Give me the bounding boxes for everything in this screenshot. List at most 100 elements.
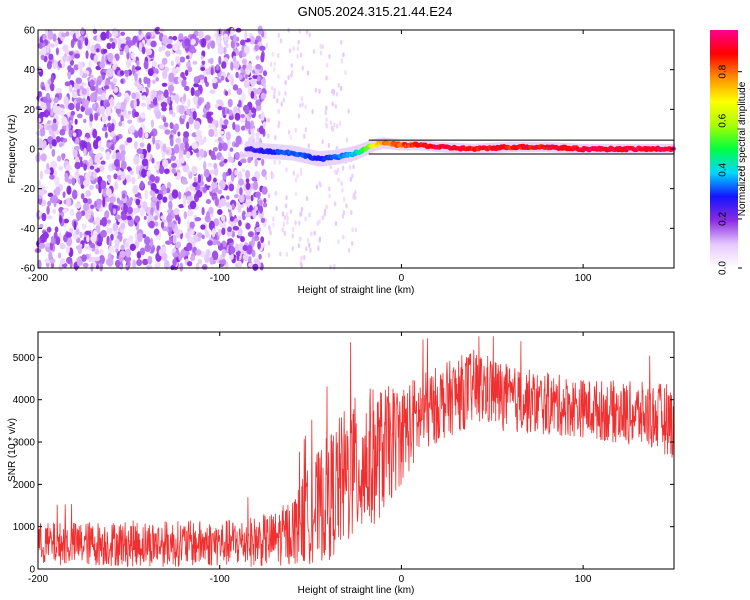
heatmap-cell bbox=[149, 237, 154, 248]
heatmap-cell bbox=[80, 27, 85, 35]
heatmap-cell bbox=[347, 247, 351, 253]
heatmap-cell bbox=[47, 136, 54, 143]
heatmap-cell bbox=[347, 108, 350, 114]
heatmap-cell bbox=[305, 29, 309, 35]
heatmap-cell bbox=[233, 218, 239, 223]
heatmap-cell bbox=[267, 240, 271, 246]
heatmap-cell bbox=[190, 38, 196, 45]
heatmap-cell bbox=[260, 111, 265, 122]
heatmap-cell bbox=[244, 120, 251, 130]
heatmap-cell bbox=[242, 104, 250, 113]
heatmap-cell bbox=[220, 215, 226, 222]
heatmap-cell bbox=[265, 42, 269, 48]
heatmap-cell bbox=[72, 147, 78, 158]
heatmap-cell bbox=[193, 176, 197, 184]
heatmap-cell bbox=[158, 46, 163, 53]
heatmap-cell bbox=[44, 243, 51, 248]
heatmap-cell bbox=[298, 103, 302, 109]
heatmap-cell bbox=[318, 219, 321, 225]
heatmap-cell bbox=[216, 99, 223, 105]
heatmap-cell bbox=[68, 128, 74, 138]
heatmap-cell bbox=[127, 206, 133, 215]
heatmap-cell bbox=[50, 258, 56, 264]
heatmap-cell bbox=[239, 39, 246, 46]
heatmap-cell bbox=[192, 60, 198, 65]
heatmap-cell bbox=[67, 71, 71, 80]
heatmap-cell bbox=[97, 140, 102, 149]
heatmap-cell bbox=[164, 129, 171, 135]
heatmap-cell bbox=[38, 211, 43, 217]
heatmap-cell bbox=[109, 37, 114, 42]
spectrogram-y-label: Frequency (Hz) bbox=[7, 115, 18, 184]
heatmap-cell bbox=[201, 234, 205, 240]
heatmap-cell bbox=[177, 191, 182, 200]
heatmap-cell bbox=[145, 264, 153, 270]
heatmap-cell bbox=[41, 212, 47, 222]
heatmap-cell bbox=[110, 233, 114, 241]
heatmap-cell bbox=[58, 263, 63, 272]
heatmap-cell bbox=[349, 176, 353, 182]
heatmap-cell bbox=[245, 182, 251, 190]
heatmap-cell bbox=[146, 35, 151, 40]
heatmap-cell bbox=[204, 76, 208, 84]
heatmap-cell bbox=[225, 131, 231, 141]
heatmap-cell bbox=[218, 130, 225, 135]
heatmap-cell bbox=[292, 170, 296, 176]
heatmap-cell bbox=[235, 243, 239, 252]
heatmap-cell bbox=[198, 156, 202, 161]
heatmap-cell bbox=[46, 124, 50, 131]
y-tick-label: -60 bbox=[21, 264, 36, 275]
heatmap-cell bbox=[192, 110, 197, 121]
heatmap-cell bbox=[195, 249, 202, 256]
heatmap-cell bbox=[161, 106, 167, 112]
heatmap-cell bbox=[207, 42, 211, 50]
heatmap-cell bbox=[267, 117, 270, 123]
heatmap-cell bbox=[183, 131, 190, 138]
heatmap-cell bbox=[240, 236, 245, 243]
heatmap-cell bbox=[46, 205, 50, 215]
heatmap-cell bbox=[197, 259, 203, 265]
heatmap-cell bbox=[114, 181, 119, 191]
heatmap-cell bbox=[169, 122, 174, 130]
heatmap-cell bbox=[94, 250, 100, 255]
heatmap-cell bbox=[71, 177, 76, 186]
heatmap-cell bbox=[114, 259, 121, 268]
heatmap-cell bbox=[179, 262, 184, 272]
heatmap-cell bbox=[227, 88, 232, 97]
heatmap-cell bbox=[169, 109, 174, 115]
heatmap-cell bbox=[76, 256, 82, 267]
colorbar-tick-label: 0.4 bbox=[718, 162, 729, 176]
heatmap-cell bbox=[271, 51, 274, 57]
heatmap-cell bbox=[134, 92, 141, 102]
heatmap-cell bbox=[204, 254, 210, 264]
heatmap-cell bbox=[350, 210, 353, 216]
heatmap-cell bbox=[175, 55, 181, 64]
heatmap-cell bbox=[99, 249, 104, 255]
heatmap-cell bbox=[131, 64, 135, 75]
heatmap-cell bbox=[157, 193, 163, 201]
heatmap-cell bbox=[79, 68, 84, 77]
heatmap-cell bbox=[228, 183, 235, 192]
heatmap-cell bbox=[83, 99, 90, 106]
heatmap-cell bbox=[222, 106, 226, 117]
heatmap-cell bbox=[206, 211, 210, 220]
heatmap-cell bbox=[62, 137, 68, 143]
heatmap-cell bbox=[240, 113, 245, 119]
heatmap-cell bbox=[268, 225, 271, 231]
heatmap-cell bbox=[296, 46, 300, 52]
heatmap-cell bbox=[235, 135, 242, 145]
heatmap-cell bbox=[60, 107, 65, 117]
heatmap-cell bbox=[96, 80, 102, 86]
heatmap-cell bbox=[201, 265, 207, 270]
heatmap-cell bbox=[202, 186, 207, 193]
heatmap-cell bbox=[81, 141, 88, 151]
heatmap-cell bbox=[66, 197, 72, 207]
heatmap-cell bbox=[83, 202, 90, 212]
heatmap-cell bbox=[48, 167, 54, 176]
heatmap-cell bbox=[144, 132, 149, 139]
heatmap-cell bbox=[284, 203, 288, 209]
heatmap-cell bbox=[170, 94, 175, 102]
heatmap-cell bbox=[89, 184, 94, 191]
heatmap-cell bbox=[186, 219, 190, 229]
heatmap-cell bbox=[270, 85, 274, 91]
